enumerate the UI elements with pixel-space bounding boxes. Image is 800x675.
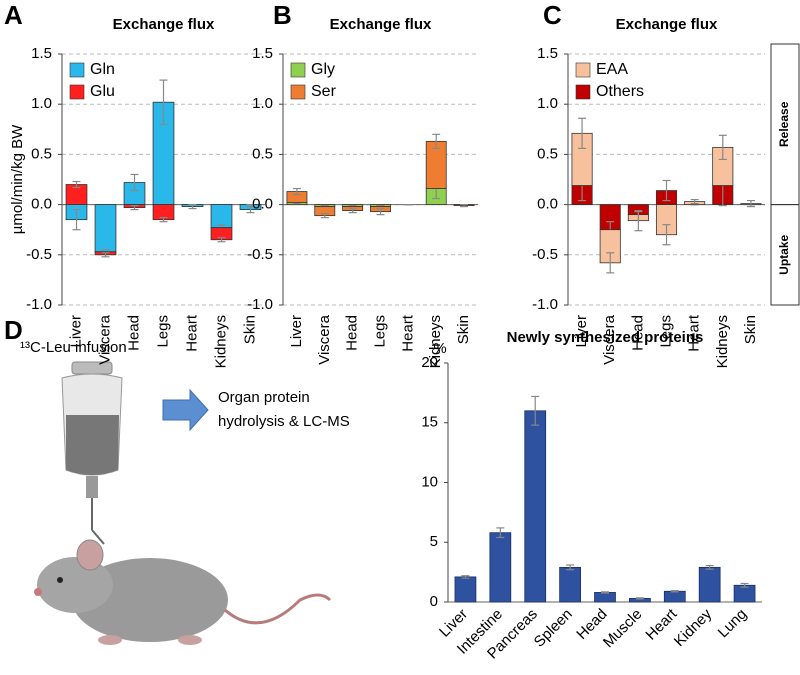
process-label: hydrolysis & LC-MS <box>218 413 350 430</box>
y-tick-label: 20 <box>421 354 438 371</box>
panel-label: A <box>4 0 23 30</box>
y-tick-label: -0.5 <box>532 246 558 263</box>
y-tick-label: 1.5 <box>537 45 558 62</box>
legend-swatch <box>290 84 306 100</box>
x-tick-label: Viscera <box>601 314 618 364</box>
process-arrow <box>162 388 209 432</box>
x-tick-label: Lung <box>715 606 751 642</box>
y-axis-label: µmol/min/kg BW <box>9 124 26 234</box>
y-tick-label: 1.5 <box>31 45 52 62</box>
legend-swatch <box>575 62 591 78</box>
x-tick-label: Viscera <box>96 314 113 364</box>
bar <box>489 532 512 603</box>
bar <box>698 566 721 603</box>
y-tick-label: 0.0 <box>537 196 558 213</box>
panel-label: C <box>543 0 562 30</box>
x-tick-label: Kidneys <box>212 315 229 368</box>
y-tick-label: 0.5 <box>537 145 558 162</box>
bar-segment <box>94 204 117 253</box>
chart-title: Newly synthesized proteins <box>507 329 704 346</box>
panel-label: D <box>4 315 23 345</box>
bar <box>559 566 581 603</box>
y-tick-label: 0.5 <box>252 145 273 162</box>
x-tick-label: Kidney <box>671 605 716 650</box>
x-tick-label: Head <box>344 315 361 351</box>
iv-bag <box>61 361 123 545</box>
y-tick-label: 0.0 <box>252 196 273 213</box>
y-tick-label: 0 <box>430 593 438 610</box>
legend-label: Gln <box>90 61 115 78</box>
mouse <box>34 539 332 645</box>
legend-swatch <box>69 84 85 100</box>
legend-label: Others <box>596 83 644 100</box>
legend-swatch <box>290 62 306 78</box>
x-tick-label: Liver <box>573 315 590 348</box>
annotation: Release <box>777 101 791 147</box>
bar <box>663 590 686 603</box>
y-tick-label: 5 <box>430 533 438 550</box>
legend-swatch <box>575 84 591 100</box>
x-tick-label: Heart <box>399 314 416 352</box>
y-tick-label: 1.0 <box>252 95 273 112</box>
y-tick-label: 0.5 <box>31 145 52 162</box>
x-tick-label: Muscle <box>600 606 646 652</box>
x-tick-label: Legs <box>657 315 674 348</box>
process-label: Organ protein <box>218 389 310 406</box>
x-tick-label: Skin <box>742 315 759 344</box>
y-tick-label: 1.0 <box>31 95 52 112</box>
chart-title: Exchange flux <box>616 16 718 33</box>
x-tick-label: Skin <box>241 315 258 344</box>
y-tick-label: -1.0 <box>247 296 273 313</box>
bar <box>454 576 477 603</box>
x-tick-label: Kidneys <box>714 315 731 368</box>
y-tick-label: 1.5 <box>252 45 273 62</box>
x-tick-label: Legs <box>371 315 388 348</box>
legend-label: Glu <box>90 83 115 100</box>
y-tick-label: -0.5 <box>26 246 52 263</box>
annotation-box <box>770 204 800 306</box>
legend-label: EAA <box>596 61 628 78</box>
y-tick-label: 1.0 <box>537 95 558 112</box>
infusion-label: ¹³C-Leu infusion <box>20 339 127 356</box>
bar <box>733 584 756 603</box>
bar <box>524 410 547 603</box>
x-tick-label: Kidneys <box>427 315 444 368</box>
y-tick-label: -1.0 <box>26 296 52 313</box>
x-tick-label: Heart <box>183 314 200 352</box>
legend-label: Gly <box>311 61 335 78</box>
chart-title: Exchange flux <box>330 16 432 33</box>
x-tick-label: Legs <box>154 315 171 348</box>
y-tick-label: -1.0 <box>532 296 558 313</box>
annotation: Uptake <box>777 234 791 274</box>
x-tick-label: Liver <box>288 315 305 348</box>
panel-label: B <box>273 0 292 30</box>
legend-label: Ser <box>311 83 337 100</box>
y-tick-label: 10 <box>421 473 438 490</box>
x-tick-label: Skin <box>455 315 472 344</box>
x-tick-label: Spleen <box>531 606 576 651</box>
x-tick-label: Head <box>125 315 142 351</box>
x-tick-label: Head <box>629 315 646 351</box>
x-tick-label: Liver <box>67 315 84 348</box>
legend-swatch <box>69 62 85 78</box>
y-axis-label: % <box>433 340 446 357</box>
bar <box>594 592 616 603</box>
x-tick-label: Viscera <box>316 314 333 364</box>
chart-title: Exchange flux <box>113 16 215 33</box>
x-tick-label: Heart <box>686 314 703 352</box>
y-tick-label: 15 <box>421 414 438 431</box>
y-tick-label: -0.5 <box>247 246 273 263</box>
y-tick-label: 0.0 <box>31 196 52 213</box>
